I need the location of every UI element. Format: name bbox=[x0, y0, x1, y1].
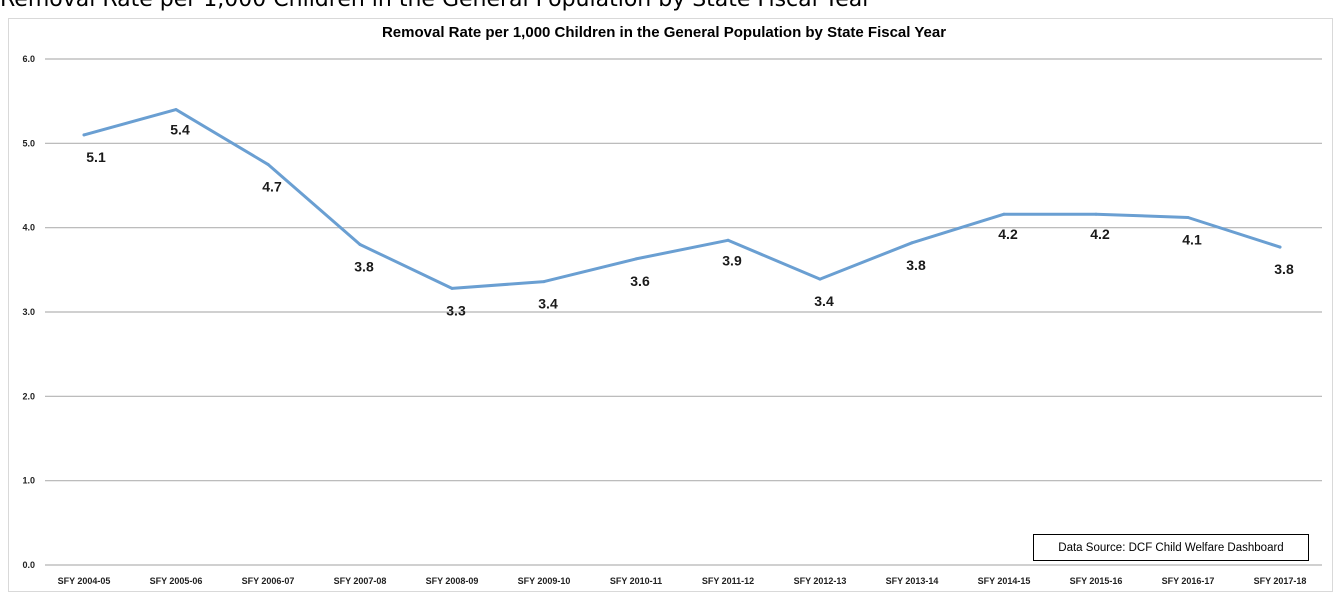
x-tick-label: SFY 2007-08 bbox=[334, 576, 387, 586]
y-tick-label: 5.0 bbox=[22, 138, 35, 148]
data-point bbox=[1002, 212, 1006, 216]
data-label: 3.8 bbox=[1274, 261, 1294, 277]
series-line-path bbox=[82, 108, 1282, 290]
x-axis-ticks: SFY 2004-05 SFY 2005-06 SFY 2006-07 SFY 200… bbox=[58, 576, 1307, 586]
data-point bbox=[542, 280, 546, 284]
chart-title: Removal Rate per 1,000 Children in the G… bbox=[382, 24, 946, 41]
series-line bbox=[82, 108, 1282, 290]
data-point bbox=[266, 162, 270, 166]
data-label: 3.4 bbox=[538, 296, 558, 312]
data-label: 3.8 bbox=[906, 257, 926, 273]
data-label: 3.9 bbox=[722, 252, 742, 268]
data-label: 4.2 bbox=[1090, 226, 1110, 242]
y-tick-label: 6.0 bbox=[22, 54, 35, 64]
y-tick-label: 1.0 bbox=[22, 476, 35, 486]
x-tick-label: SFY 2013-14 bbox=[886, 576, 939, 586]
data-point bbox=[1186, 216, 1190, 219]
data-label: 3.6 bbox=[630, 273, 650, 289]
x-tick-label: SFY 2006-07 bbox=[242, 576, 295, 586]
data-labels: 5.1 5.4 4.7 3.8 3.3 3.4 3.6 3.9 3.4 3.8 4.2 4.2 4.1 3… bbox=[86, 122, 1294, 319]
data-point bbox=[450, 286, 454, 290]
chart-border bbox=[8, 18, 1333, 592]
x-tick-label: SFY 2017-18 bbox=[1254, 576, 1307, 586]
y-tick-label: 4.0 bbox=[22, 223, 35, 233]
data-point bbox=[910, 241, 914, 245]
x-tick-label: SFY 2009-10 bbox=[518, 576, 571, 586]
data-label: 3.8 bbox=[354, 259, 374, 275]
y-tick-label: 2.0 bbox=[22, 391, 35, 401]
x-tick-label: SFY 2012-13 bbox=[794, 576, 847, 586]
data-point bbox=[818, 277, 822, 281]
gridlines bbox=[45, 58, 1322, 566]
data-point bbox=[82, 133, 86, 137]
data-point bbox=[1094, 212, 1098, 216]
data-point bbox=[726, 238, 730, 242]
data-label: 4.2 bbox=[998, 226, 1018, 242]
data-point bbox=[358, 243, 362, 246]
x-tick-label: SFY 2011-12 bbox=[702, 576, 754, 586]
data-point bbox=[634, 257, 638, 261]
x-tick-label: SFY 2008-09 bbox=[426, 576, 479, 586]
x-tick-label: SFY 2010-11 bbox=[610, 576, 662, 586]
x-tick-label: SFY 2016-17 bbox=[1162, 576, 1215, 586]
data-label: 5.1 bbox=[86, 149, 106, 165]
x-tick-label: SFY 2015-16 bbox=[1070, 576, 1123, 586]
x-tick-label: SFY 2014-15 bbox=[978, 576, 1031, 586]
data-label: 5.4 bbox=[170, 122, 190, 138]
x-tick-label: SFY 2005-06 bbox=[150, 576, 203, 586]
data-label: 3.3 bbox=[446, 302, 466, 318]
cropped-heading: Removal Rate per 1,000 Children in the G… bbox=[0, 0, 871, 12]
data-source-note: Data Source: DCF Child Welfare Dashboard bbox=[1033, 534, 1309, 561]
y-tick-label: 3.0 bbox=[22, 307, 35, 317]
y-tick-label: 0.0 bbox=[22, 560, 35, 570]
data-label: 4.7 bbox=[262, 178, 282, 194]
x-tick-label: SFY 2004-05 bbox=[58, 576, 111, 586]
y-axis-ticks: 0.0 1.0 2.0 3.0 4.0 5.0 6.0 bbox=[22, 54, 35, 570]
data-label: 4.1 bbox=[1182, 232, 1202, 248]
data-point bbox=[174, 108, 178, 112]
data-label: 3.4 bbox=[814, 293, 834, 309]
data-point bbox=[1278, 245, 1282, 249]
